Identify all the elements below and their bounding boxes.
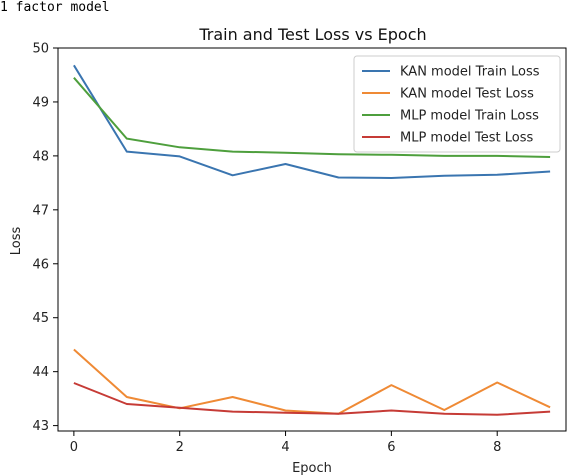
legend: KAN model Train Loss KAN model Test Loss M… (353, 55, 561, 153)
y-tick-label: 49 (32, 95, 49, 110)
y-axis-label: Loss (9, 227, 24, 256)
series-line-2 (73, 348, 551, 415)
y-axis: 43 44 45 46 47 48 49 50 (32, 42, 58, 434)
legend-entry: KAN model Test Loss (400, 87, 534, 102)
y-tick-label: 50 (32, 42, 49, 57)
y-tick-label: 44 (32, 365, 49, 380)
legend-box (353, 55, 561, 153)
y-tick-label: 48 (32, 149, 49, 164)
y-tick-label: 46 (32, 257, 49, 272)
y-tick-label: 47 (32, 203, 49, 218)
x-tick-label: 6 (387, 440, 395, 455)
plot-frame (57, 47, 567, 432)
legend-entry: KAN model Train Loss (400, 65, 540, 80)
series-line-4 (73, 382, 551, 416)
chart-title: Train and Test Loss vs Epoch (198, 25, 426, 44)
y-tick-label: 45 (32, 311, 49, 326)
x-tick-label: 0 (70, 440, 78, 455)
x-tick-label: 2 (176, 440, 184, 455)
series-line-1 (73, 64, 551, 179)
series-lines (73, 64, 551, 416)
header-text: 1 factor model (0, 0, 110, 15)
x-tick-label: 4 (281, 440, 289, 455)
x-axis-label: Epoch (292, 461, 332, 476)
x-tick-label: 8 (493, 440, 501, 455)
legend-entry: MLP model Test Loss (400, 131, 534, 146)
y-tick-label: 43 (32, 419, 49, 434)
series-line-3 (73, 77, 551, 158)
legend-entry: MLP model Train Loss (400, 109, 539, 124)
x-axis: 0 2 4 6 8 (70, 431, 501, 455)
